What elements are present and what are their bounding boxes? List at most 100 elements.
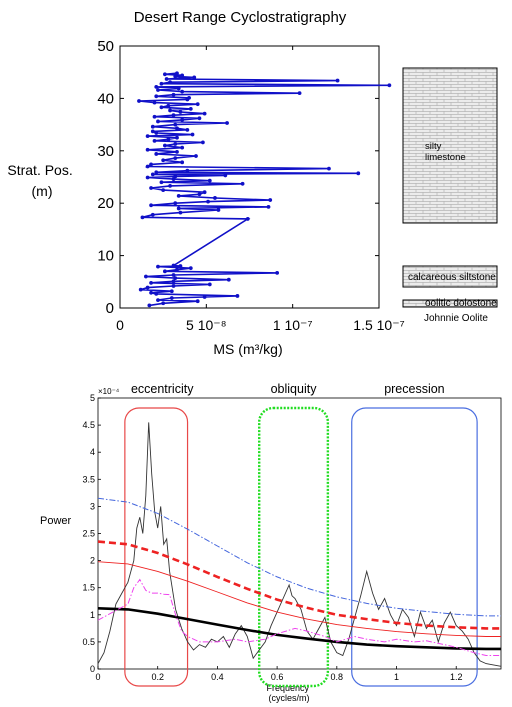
ms-data-point	[156, 264, 160, 269]
ms-data-point	[202, 190, 207, 195]
ms-chart-title: Desert Range Cyclostratigraphy	[134, 9, 347, 26]
ms-data-point	[159, 105, 164, 110]
ms-y-tick-label: 40	[97, 90, 114, 107]
ms-data-point	[195, 299, 200, 304]
ms-data-point	[180, 117, 185, 122]
ms-series	[137, 71, 392, 308]
ms-data-point	[171, 279, 176, 284]
ms-data-point	[154, 84, 159, 89]
spectrum-y-axis: 0 0.5 1 1.5 2 2.5 3 3.5 4 4.5 5	[82, 393, 101, 674]
spectrum-y-tick-label: 1	[90, 610, 95, 620]
ms-data-point	[171, 273, 176, 277]
ms-data-point	[161, 301, 166, 306]
ms-data-point	[154, 291, 159, 296]
ms-data-point	[180, 160, 185, 165]
ms-data-point	[154, 152, 159, 156]
ms-data-point	[145, 147, 150, 152]
spectrum-series	[97, 422, 502, 667]
ms-data-point	[171, 92, 176, 97]
band-highlights: eccentricity obliquity precession	[124, 382, 478, 688]
ms-data-point	[162, 72, 167, 77]
band-box-1	[258, 406, 330, 688]
ms-data-point	[149, 290, 153, 295]
ms-data-point	[225, 121, 229, 125]
ms-data-point	[175, 267, 179, 272]
spectrum-x-tick-label: 1.2	[450, 672, 463, 682]
spectrum-x-axis: 0 0.2 0.4 0.6 0.8 1 1.2	[95, 666, 462, 682]
ms-data-point	[145, 164, 150, 169]
ms-data-point	[275, 270, 280, 275]
ms-data-point	[180, 73, 185, 78]
silty-limestone-label: silty limestone	[425, 141, 466, 163]
ms-data-point	[187, 95, 191, 100]
ms-data-point	[387, 83, 392, 88]
ms-y-tick-label: 0	[106, 300, 114, 317]
ms-data-point	[176, 193, 181, 198]
ms-data-point	[162, 269, 167, 274]
spectrum-y-axis-label: Power	[40, 515, 72, 527]
ms-data-point	[150, 124, 155, 129]
band-label-0: eccentricity	[131, 382, 194, 396]
band-label-1: obliquity	[271, 382, 318, 396]
band-box-0	[124, 407, 189, 687]
ms-y-axis-label: Strat. Pos. (m)	[7, 162, 76, 199]
ms-data-point	[216, 208, 221, 212]
spectrum-x-tick-label: 0	[95, 672, 100, 682]
ms-data-point	[145, 285, 150, 290]
ms-data-point	[202, 111, 207, 116]
ms-plot-area	[119, 45, 380, 309]
ms-data-point	[166, 137, 171, 142]
ms-data-point	[138, 287, 143, 292]
calcareous-siltstone-unit	[402, 265, 498, 288]
ms-data-point	[192, 75, 197, 80]
ms-data-point	[213, 196, 217, 200]
ms-data-point	[206, 199, 210, 204]
ms-data-point	[176, 86, 181, 91]
ms-data-point	[166, 103, 171, 108]
ms-data-point	[173, 74, 178, 79]
spectrum-y-tick-label: 0	[90, 664, 95, 674]
ms-data-point	[145, 175, 150, 180]
spectrum-x-tick-label: 0.8	[331, 672, 344, 682]
ms-data-point	[188, 266, 193, 271]
ms-data-point	[178, 110, 183, 114]
ms-data-point	[162, 143, 167, 148]
ms-data-point	[169, 296, 174, 300]
spectrum-line-3	[97, 540, 501, 630]
ms-data-point	[149, 186, 153, 190]
band-label-2: precession	[384, 382, 444, 396]
spectrum-y-tick-label: 4	[90, 447, 95, 457]
ms-data-point	[180, 145, 185, 150]
ms-data-point	[152, 138, 157, 143]
ms-data-point	[327, 166, 331, 171]
ms-data-point	[268, 198, 273, 202]
ms-data-point	[240, 181, 245, 186]
ms-data-point	[226, 277, 231, 282]
ms-data-point	[175, 149, 179, 154]
ms-data-point	[161, 158, 166, 163]
ms-data-point	[161, 188, 166, 193]
ms-chart: Desert Range Cyclostratigraphy 0 10 20 30 40…	[7, 9, 404, 357]
ms-data-point	[152, 114, 157, 119]
ms-data-point	[173, 156, 178, 161]
ms-data-point	[171, 263, 176, 268]
ms-data-point	[178, 264, 183, 268]
ms-data-point	[176, 206, 181, 211]
spectrum-y-tick-label: 2	[90, 556, 95, 566]
ms-x-axis-label: MS (m³/kg)	[213, 341, 282, 357]
ms-data-point	[185, 127, 190, 132]
johnnie-oolite-label: Johnnie Oolite	[424, 313, 488, 324]
spectrum-chart: 00.511.522.533.544.55 0 0.2 0.4 0.6 0.8 1 1.2 …	[40, 382, 502, 703]
ms-data-point	[245, 217, 250, 221]
ms-data-point	[150, 172, 155, 177]
spectrum-y-tick-label: 0.5	[82, 637, 95, 647]
ms-y-tick-label: 50	[97, 38, 114, 55]
spectrum-x-tick-label: 1	[394, 672, 399, 682]
ms-data-point	[152, 100, 157, 105]
ms-data-point	[156, 119, 160, 124]
ms-x-tick-label: 0	[116, 317, 124, 333]
ms-y-tick-label: 30	[97, 143, 114, 160]
ms-data-point	[200, 140, 205, 145]
spectrum-x-tick-label: 0.4	[211, 672, 224, 682]
